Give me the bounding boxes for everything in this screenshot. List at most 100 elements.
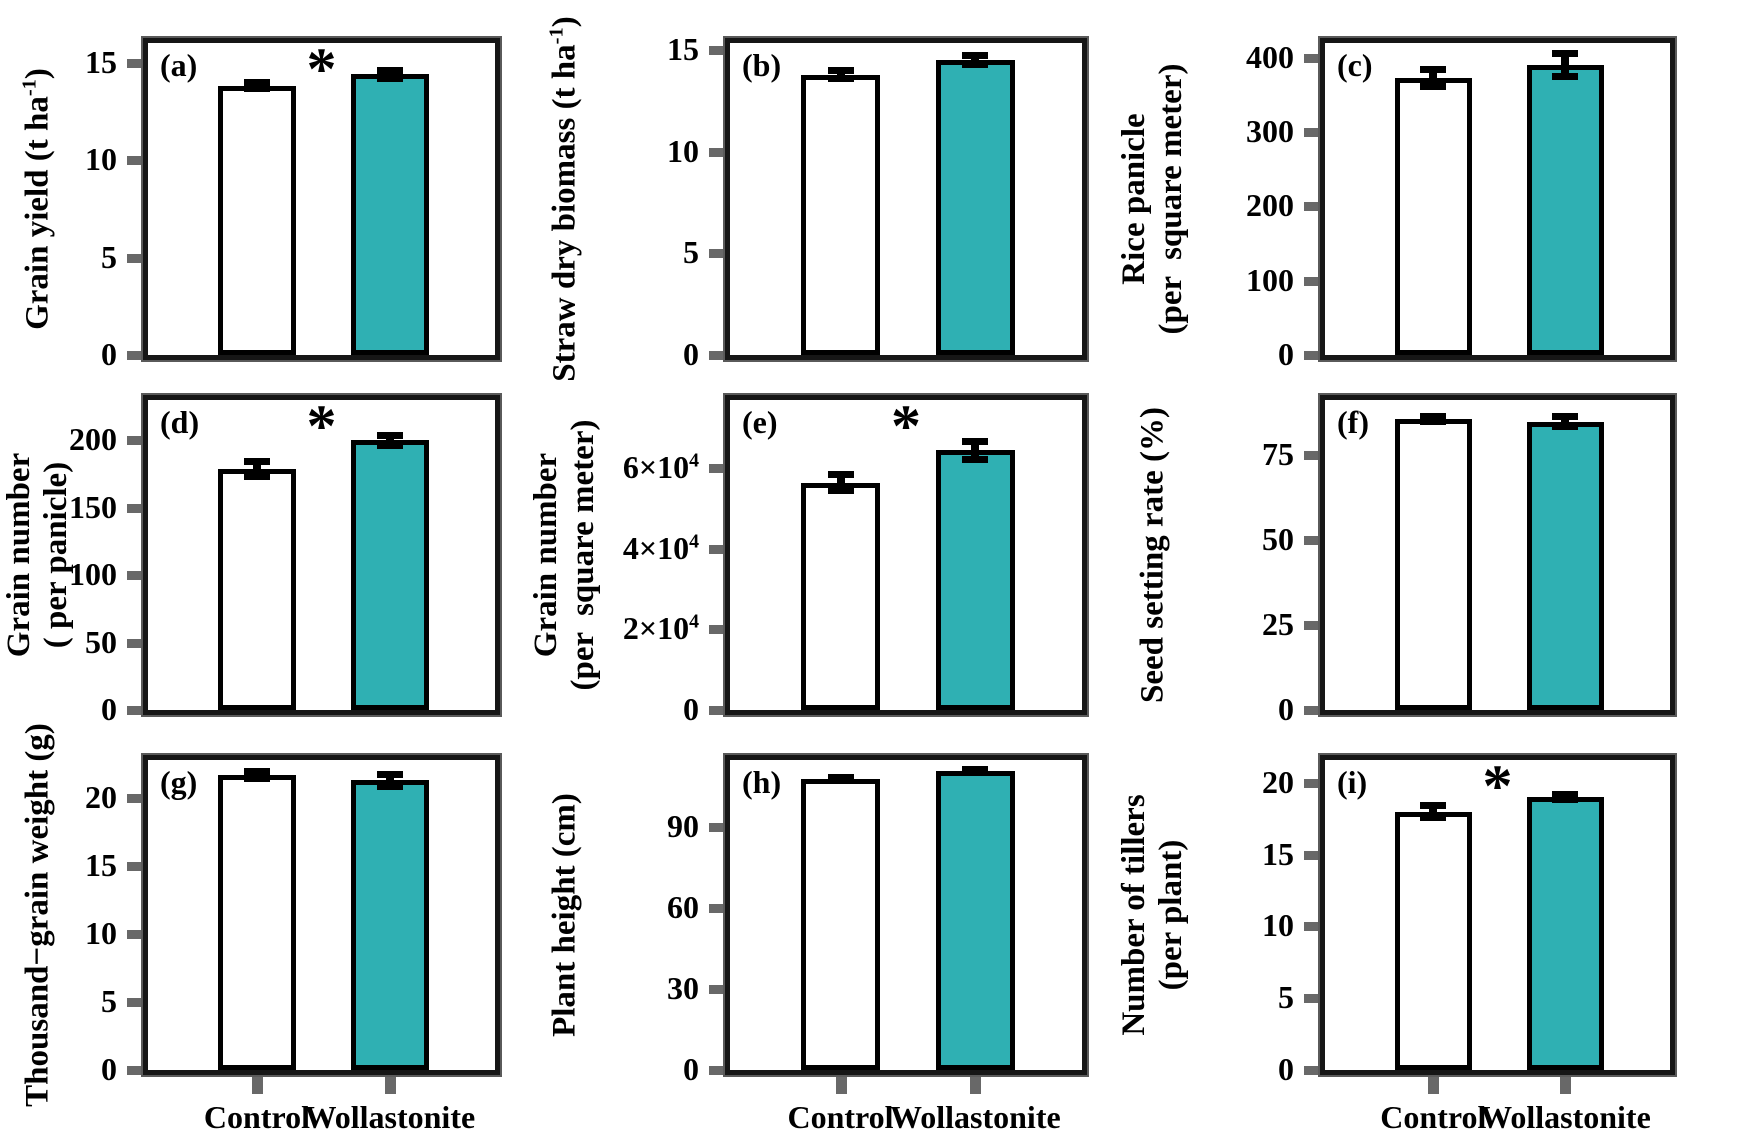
x-tick-mark <box>970 1077 982 1094</box>
error-bar-cap-top <box>962 438 989 446</box>
y-axis-title: Grain number( per panicle) <box>0 452 74 658</box>
error-bar-cap-top <box>827 773 854 781</box>
error-bar-stem <box>385 774 394 787</box>
wollastonite-bar <box>350 780 429 1070</box>
y-tick-mark <box>1304 276 1320 286</box>
error-bar-cap-top <box>376 432 403 440</box>
y-tick-label: 0 <box>683 336 699 372</box>
wollastonite-bar <box>935 60 1015 355</box>
control-bar <box>801 74 880 355</box>
y-tick-mark <box>709 1066 725 1075</box>
wollastonite-bar <box>350 74 429 355</box>
error-bar-stem <box>385 69 394 79</box>
error-bar-stem <box>971 441 980 460</box>
y-tick-label: 5 <box>683 234 699 271</box>
y-tick-label: 200 <box>1246 187 1294 224</box>
y-tick-mark <box>1304 778 1320 788</box>
panel-letter: (e) <box>742 404 778 440</box>
chart-panel-g: Thousand−grain weight (g) 0 5 10 15 20 (g) Cont… <box>0 723 502 1135</box>
significance-asterisk: * <box>891 393 921 459</box>
panel-letter: (f) <box>1337 404 1369 440</box>
y-tick-mark <box>127 998 143 1008</box>
x-category-label-wollastonite: Wollastonite <box>1480 1099 1651 1135</box>
panel-letter: (a) <box>160 47 198 83</box>
y-tick-label: 30 <box>667 970 699 1007</box>
wollastonite-bar <box>1526 797 1605 1070</box>
y-axis-title: Seed setting rate (%) <box>1134 406 1171 704</box>
y-tick-mark <box>1304 450 1320 460</box>
y-tick-mark <box>709 904 725 914</box>
y-tick-label: 0 <box>683 691 699 727</box>
y-tick-mark <box>127 156 143 165</box>
x-tick-mark <box>1428 1077 1440 1094</box>
y-tick-label: 25 <box>1262 605 1294 642</box>
error-bar-cap-top <box>962 52 989 60</box>
chart-panel-c: Rice panicle (per square meter) 0 100 200 300… <box>1090 36 1677 370</box>
y-tick-label: 15 <box>1262 835 1294 872</box>
error-bar-stem <box>1561 53 1570 78</box>
control-bar <box>1394 811 1472 1070</box>
plot-area: (d) * <box>141 393 502 717</box>
y-tick-mark <box>127 862 143 872</box>
control-bar <box>801 778 880 1070</box>
error-bar-cap-bottom <box>1420 82 1447 90</box>
y-tick-mark <box>1304 535 1320 545</box>
y-tick-label: 10 <box>85 141 117 177</box>
y-tick-label: 50 <box>1262 520 1294 557</box>
y-axis-title: Thousand−grain weight (g) <box>19 723 56 1107</box>
y-tick-mark <box>709 46 725 56</box>
y-tick-mark <box>127 638 143 648</box>
y-axis-title: Grain yield (t ha-1) <box>18 68 56 330</box>
y-tick-mark <box>127 794 143 804</box>
error-bar-cap-top <box>1420 412 1447 420</box>
plot-area: (f) <box>1318 393 1677 717</box>
control-bar <box>801 482 880 710</box>
y-tick-label: 0 <box>101 336 117 372</box>
chart-panel-f: Seed setting rate (%) 0 25 50 75 (f) <box>1090 393 1677 725</box>
control-bar <box>1394 418 1472 710</box>
error-bar-cap-top <box>1552 413 1579 421</box>
y-tick-mark <box>127 503 143 513</box>
y-tick-mark <box>1304 351 1320 360</box>
y-tick-label: 5 <box>1278 979 1294 1016</box>
x-category-label-control: Control <box>203 1099 310 1135</box>
y-tick-mark <box>709 706 725 715</box>
y-tick-mark <box>1304 128 1320 138</box>
error-bar-cap-bottom <box>243 775 270 783</box>
y-tick-mark <box>709 351 725 360</box>
x-tick-mark <box>1560 1077 1572 1094</box>
y-tick-mark <box>1304 706 1320 715</box>
y-tick-mark <box>1304 1066 1320 1075</box>
error-bar-cap-bottom <box>376 74 403 82</box>
y-tick-mark <box>127 436 143 446</box>
y-axis-title: Rice panicle (per square meter) <box>1115 63 1189 335</box>
y-axis-title: Plant height (cm) <box>546 793 583 1037</box>
y-tick-mark <box>1304 202 1320 212</box>
y-tick-mark <box>709 544 725 554</box>
error-bar-stem <box>252 770 261 780</box>
wollastonite-bar <box>935 450 1015 710</box>
y-tick-label: 15 <box>85 847 117 884</box>
error-bar-cap-bottom <box>827 486 854 494</box>
y-tick-mark <box>709 147 725 157</box>
error-bar-cap-top <box>243 767 270 775</box>
y-tick-mark <box>709 249 725 259</box>
panel-letter: (c) <box>1337 47 1373 83</box>
panel-letter: (h) <box>742 764 782 800</box>
plot-area: (e) * <box>723 393 1089 717</box>
error-bar-cap-bottom <box>1552 73 1579 81</box>
y-tick-mark <box>1304 620 1320 630</box>
wollastonite-bar <box>1526 65 1605 355</box>
wollastonite-bar <box>1526 421 1605 710</box>
y-tick-label: 0 <box>683 1051 699 1087</box>
y-tick-mark <box>127 706 143 715</box>
x-category-label-control: Control <box>787 1099 894 1135</box>
y-tick-label: 0 <box>1278 1051 1294 1087</box>
y-tick-mark <box>127 253 143 263</box>
error-bar-cap-bottom <box>827 74 854 82</box>
error-bar-cap-top <box>376 771 403 779</box>
chart-panel-a: Grain yield (t ha-1) 0 5 10 15 (a) * <box>0 36 502 370</box>
plot-area: (h) <box>723 753 1089 1077</box>
y-tick-mark <box>1304 53 1320 63</box>
